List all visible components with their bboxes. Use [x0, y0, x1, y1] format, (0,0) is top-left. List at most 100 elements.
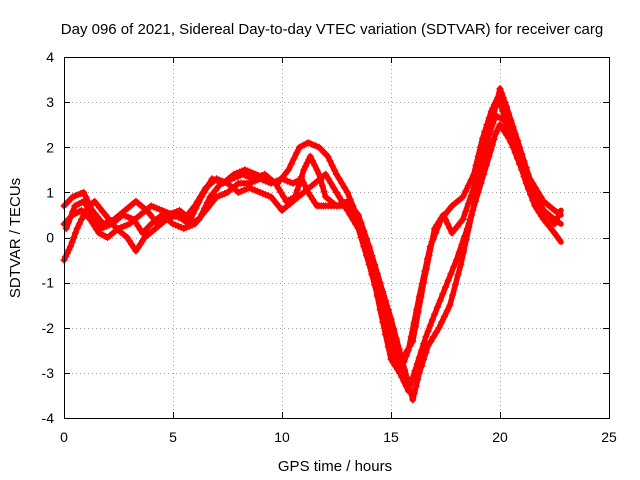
- data-point-marker: [287, 160, 295, 168]
- data-point-marker: [384, 325, 392, 333]
- data-point-marker: [376, 301, 384, 309]
- data-point-marker: [272, 179, 279, 187]
- data-point-marker: [555, 210, 563, 218]
- data-point-marker: [450, 263, 458, 271]
- data-point-marker: [465, 223, 473, 231]
- data-point-marker: [343, 188, 351, 196]
- data-point-marker: [526, 175, 534, 183]
- data-point-marker: [406, 342, 414, 350]
- data-point-marker: [382, 297, 389, 305]
- data-point-marker: [490, 135, 498, 143]
- data-point-marker: [196, 193, 204, 201]
- data-point-marker: [318, 182, 326, 190]
- data-point-marker: [324, 175, 332, 183]
- data-point-marker: [403, 346, 411, 354]
- data-point-marker: [467, 192, 475, 200]
- data-point-marker: [489, 120, 497, 128]
- data-point-marker: [499, 107, 507, 115]
- data-point-marker: [427, 337, 435, 345]
- x-tick-labels: 0 5 10 15 20 25: [60, 429, 617, 445]
- data-point-marker: [447, 270, 455, 278]
- data-point-marker: [499, 94, 507, 102]
- data-point-marker: [422, 265, 430, 273]
- x-tick-label: 5: [169, 429, 177, 445]
- data-point-marker: [341, 184, 349, 192]
- data-point-marker: [457, 261, 465, 269]
- data-point-marker: [426, 322, 434, 329]
- data-point-marker: [503, 122, 510, 130]
- data-point-marker: [486, 128, 494, 135]
- data-point-marker: [373, 270, 381, 278]
- data-point-marker: [77, 215, 85, 223]
- data-point-marker: [454, 271, 462, 279]
- data-point-marker: [418, 362, 425, 370]
- data-point-marker: [387, 315, 395, 323]
- data-point-marker: [330, 184, 338, 192]
- data-point-marker: [414, 308, 422, 316]
- data-point-marker: [365, 261, 373, 269]
- data-point-marker: [67, 243, 74, 250]
- plot-frame: [64, 57, 610, 419]
- data-point-marker: [462, 236, 470, 244]
- data-point-marker: [439, 290, 447, 298]
- data-point-marker: [71, 229, 79, 237]
- data-point-marker: [387, 333, 395, 341]
- data-point-marker: [199, 188, 207, 196]
- data-point-marker: [313, 166, 321, 174]
- data-point-marker: [285, 166, 292, 174]
- data-point-marker: [513, 150, 521, 158]
- data-point-marker: [492, 103, 500, 111]
- data-point-marker: [523, 170, 531, 178]
- y-tick-label: -4: [42, 410, 55, 426]
- data-point-marker: [554, 209, 562, 217]
- data-point-marker: [442, 283, 449, 291]
- data-point-marker: [511, 130, 519, 138]
- data-point-marker: [357, 234, 365, 241]
- data-point-marker: [415, 369, 423, 377]
- data-point-marker: [357, 219, 365, 227]
- data-point-marker: [320, 187, 328, 195]
- data-point-marker: [401, 366, 409, 373]
- data-point-marker: [420, 279, 428, 287]
- data-point-marker: [309, 157, 316, 165]
- data-point-marker: [274, 184, 282, 192]
- y-tick-label: 0: [46, 230, 54, 246]
- data-point-marker: [446, 225, 454, 232]
- series-markers: [60, 112, 563, 363]
- y-tick-label: -3: [42, 365, 55, 381]
- data-point-marker: [82, 193, 90, 201]
- data-point-marker: [409, 337, 417, 345]
- data-point-marker: [449, 291, 457, 299]
- data-point-marker: [444, 276, 452, 284]
- data-point-marker: [444, 220, 452, 228]
- data-point-marker: [277, 188, 285, 196]
- data-point-marker: [501, 98, 509, 106]
- data-point-marker: [346, 211, 354, 219]
- x-tick-label: 15: [383, 429, 399, 445]
- data-point-marker: [349, 215, 357, 223]
- x-axis-label: GPS time / hours: [278, 458, 392, 475]
- data-point-marker: [552, 217, 560, 225]
- data-point-marker: [409, 396, 417, 404]
- data-point-marker: [191, 202, 199, 210]
- data-point-marker: [428, 238, 436, 246]
- data-point-marker: [363, 252, 370, 260]
- y-tick-label: -2: [42, 320, 55, 336]
- data-point-marker: [311, 161, 319, 169]
- data-point-marker: [394, 360, 401, 368]
- data-point-marker: [425, 252, 433, 260]
- data-point-marker: [300, 166, 308, 174]
- data-point-marker: [534, 188, 542, 196]
- data-point-marker: [498, 89, 506, 97]
- data-point-marker: [430, 333, 437, 341]
- data-point-marker: [368, 271, 376, 279]
- data-point-marker: [484, 135, 491, 143]
- y-tick-label: 1: [46, 184, 54, 200]
- data-point-marker: [440, 313, 448, 320]
- data-point-marker: [409, 373, 417, 381]
- data-point-marker: [505, 128, 513, 135]
- data-point-marker: [333, 170, 340, 178]
- y-axis-label: SDTVAR / TECUs: [7, 178, 24, 298]
- data-point-marker: [439, 211, 447, 219]
